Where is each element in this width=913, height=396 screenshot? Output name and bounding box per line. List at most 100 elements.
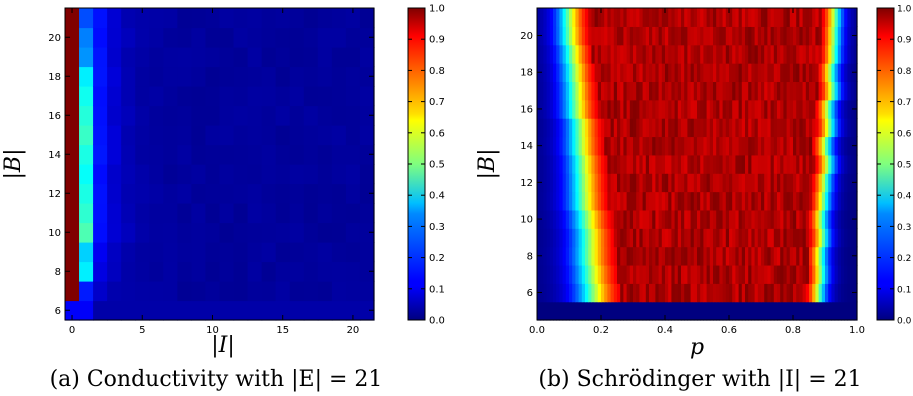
heat-cell xyxy=(623,191,628,211)
heat-cell xyxy=(177,27,193,48)
heat-cell xyxy=(681,209,685,229)
colorbar-ticks-a: 0.00.10.20.30.40.50.60.70.80.91.0 xyxy=(408,4,445,327)
heat-cell xyxy=(658,8,663,27)
heat-cell xyxy=(578,8,583,27)
heat-cell xyxy=(629,8,634,27)
heat-cell xyxy=(770,228,775,248)
colorbar-tick-label-b: 0.6 xyxy=(897,129,912,139)
heat-cell xyxy=(275,203,291,224)
heat-cell xyxy=(818,8,823,27)
heat-cell xyxy=(93,8,108,29)
heat-cell xyxy=(652,283,656,303)
heat-cell xyxy=(655,44,660,64)
heat-cell xyxy=(556,173,560,193)
heat-cell xyxy=(177,144,193,165)
heat-cell xyxy=(205,86,221,107)
heat-cell xyxy=(645,8,650,27)
heat-cell xyxy=(345,125,361,146)
heat-cell xyxy=(674,154,679,174)
heat-cell xyxy=(636,191,640,211)
heat-cell xyxy=(780,136,784,156)
heat-cell xyxy=(639,246,644,266)
heat-cell xyxy=(289,144,305,165)
heat-cell xyxy=(767,209,772,229)
heat-cell xyxy=(543,264,548,284)
heat-cell xyxy=(163,105,178,126)
heat-cell xyxy=(815,44,820,64)
heat-cell xyxy=(559,99,564,119)
heat-cell xyxy=(751,173,756,193)
heat-cell xyxy=(275,86,291,107)
heat-cell xyxy=(629,228,634,248)
colorbar-tick-label-b: 0.3 xyxy=(897,223,911,233)
heat-cell xyxy=(738,246,743,266)
heat-cell xyxy=(636,173,640,193)
heat-cell xyxy=(565,99,570,119)
heat-cell xyxy=(565,209,570,229)
heat-cell xyxy=(601,99,605,119)
heat-cell xyxy=(588,26,592,46)
heat-cell xyxy=(783,228,788,248)
heat-cell xyxy=(805,154,810,174)
heat-cell xyxy=(540,154,544,174)
heat-cell xyxy=(345,300,361,321)
heat-cell xyxy=(684,8,688,27)
heat-cell xyxy=(834,99,839,119)
heat-cell xyxy=(703,228,708,248)
heat-cell xyxy=(359,105,375,126)
heat-cell xyxy=(690,264,695,284)
heat-cell xyxy=(121,281,136,302)
colorbar-tick-label-b: 1.0 xyxy=(897,5,912,15)
heat-cell xyxy=(604,136,608,156)
heat-cell xyxy=(553,283,557,303)
ylabel-b: |B| xyxy=(475,149,500,180)
heat-cell xyxy=(677,246,682,266)
heat-cell xyxy=(93,125,108,146)
heat-cell xyxy=(303,27,319,48)
heat-cell xyxy=(777,44,781,64)
heat-cell xyxy=(556,63,560,83)
heat-cell xyxy=(815,136,820,156)
heat-cell xyxy=(767,301,772,321)
heat-cell xyxy=(135,300,150,321)
heat-cell xyxy=(767,44,772,64)
heat-cell xyxy=(677,154,682,174)
heat-cell xyxy=(687,173,692,193)
heat-cell xyxy=(841,209,845,229)
heat-cell xyxy=(658,301,663,321)
heat-cell xyxy=(825,154,829,174)
heat-cell xyxy=(317,47,333,68)
heat-cell xyxy=(588,81,592,101)
heat-cell xyxy=(693,99,698,119)
heat-cell xyxy=(626,209,631,229)
heat-cell xyxy=(559,26,564,46)
heat-cell xyxy=(658,228,663,248)
heat-cell xyxy=(837,63,842,83)
heat-cell xyxy=(553,301,557,321)
heat-cell xyxy=(809,26,813,46)
heat-cell xyxy=(770,63,775,83)
heat-cell xyxy=(562,63,567,83)
heat-cell xyxy=(853,154,858,174)
heat-cell xyxy=(613,26,618,46)
heat-cell xyxy=(693,118,698,138)
heat-cell xyxy=(783,264,788,284)
heat-cell xyxy=(553,154,557,174)
heat-cell xyxy=(247,300,263,321)
heat-cell xyxy=(607,173,612,193)
heat-cell xyxy=(745,26,749,46)
heat-cell xyxy=(569,118,573,138)
heat-cell xyxy=(559,8,564,27)
heat-cell xyxy=(79,105,94,126)
heat-cell xyxy=(725,209,730,229)
heat-cell xyxy=(93,105,108,126)
heat-cell xyxy=(674,99,679,119)
heat-cell xyxy=(850,118,855,138)
heat-cell xyxy=(233,86,249,107)
heat-cell xyxy=(668,264,672,284)
heat-cell xyxy=(604,173,608,193)
heat-cell xyxy=(639,154,644,174)
heat-cell xyxy=(107,144,122,165)
heat-cell xyxy=(581,136,586,156)
heat-cell xyxy=(853,228,858,248)
